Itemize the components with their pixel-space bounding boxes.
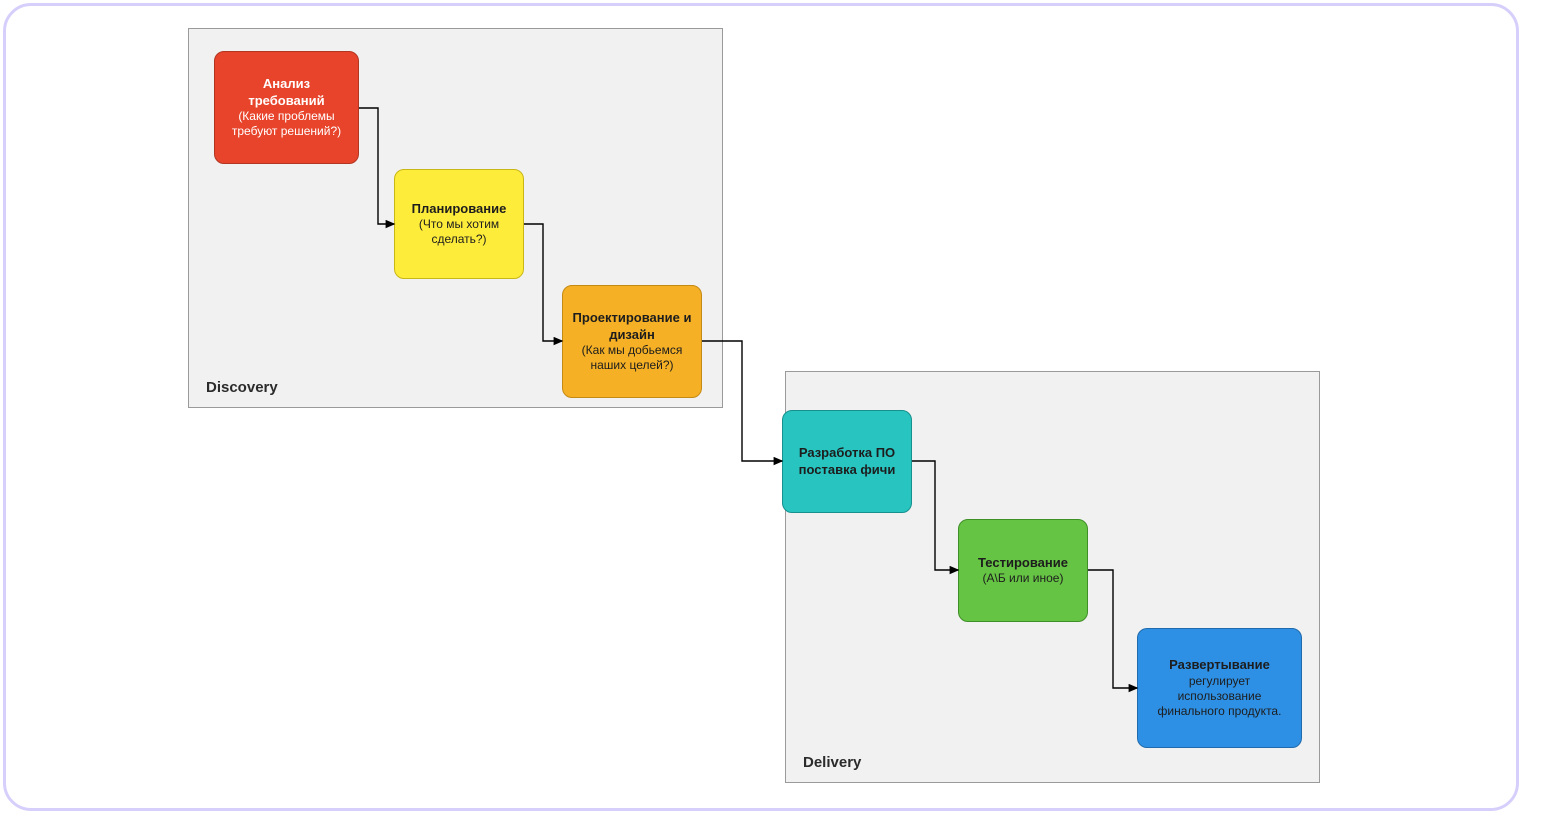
node-analysis: Анализ требований (Какие проблемы требую… [214,51,359,164]
node-dev: Разработка ПО поставка фичи [782,410,912,513]
node-dev-title: Разработка ПО поставка фичи [791,445,903,478]
group-discovery-label: Discovery [206,379,278,396]
node-analysis-title: Анализ требований [223,76,350,109]
node-testing-title: Тестирование [978,555,1068,571]
node-deploy: Развертывание регулирует использование ф… [1137,628,1302,748]
node-design-title: Проектирование и дизайн [571,310,693,343]
group-delivery-label: Delivery [803,754,861,771]
node-deploy-title: Развертывание [1169,657,1270,673]
node-planning-sub: (Что мы хотим сделать?) [403,217,515,247]
node-analysis-sub: (Какие проблемы требуют решений?) [223,109,350,139]
node-testing-sub: (А\Б или иное) [983,571,1064,586]
node-testing: Тестирование (А\Б или иное) [958,519,1088,622]
node-design: Проектирование и дизайн (Как мы добьемся… [562,285,702,398]
node-design-sub: (Как мы добьемся наших целей?) [571,343,693,373]
node-deploy-sub: регулирует использование финального прод… [1146,674,1293,719]
node-planning-title: Планирование [412,201,507,217]
node-planning: Планирование (Что мы хотим сделать?) [394,169,524,279]
